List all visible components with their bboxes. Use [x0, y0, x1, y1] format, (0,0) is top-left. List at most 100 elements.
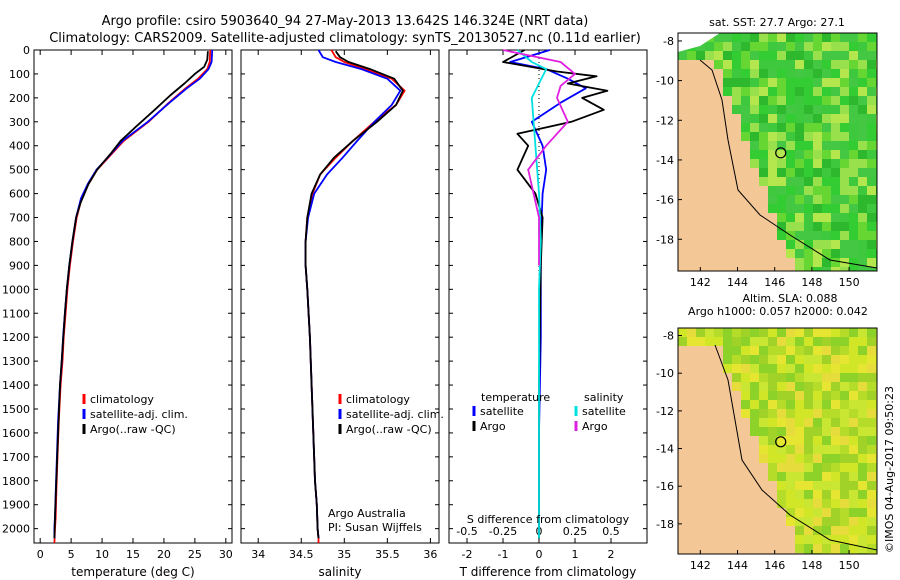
field-cell — [822, 159, 831, 168]
field-cell — [777, 436, 786, 445]
field-cell — [867, 267, 876, 271]
field-cell — [786, 355, 795, 364]
field-cell — [732, 105, 741, 114]
field-cell — [867, 186, 876, 195]
field-cell — [804, 96, 813, 105]
field-cell — [768, 418, 777, 427]
field-cell — [768, 337, 777, 346]
field-cell — [678, 337, 687, 346]
field-cell — [858, 69, 867, 78]
field-cell — [759, 150, 768, 159]
field-cell — [678, 51, 687, 60]
field-cell — [723, 346, 732, 355]
field-cell — [759, 33, 768, 42]
field-cell — [813, 499, 822, 508]
field-cell — [759, 445, 768, 454]
field-cell — [786, 51, 795, 60]
field-cell — [786, 472, 795, 481]
field-cell — [777, 222, 786, 231]
field-cell — [723, 364, 732, 373]
field-cell — [786, 499, 795, 508]
field-cell — [831, 463, 840, 472]
field-cell — [786, 346, 795, 355]
field-cell — [768, 51, 777, 60]
sla-map-frame — [677, 327, 878, 555]
field-cell — [858, 454, 867, 463]
field-cell — [795, 141, 804, 150]
field-cell — [732, 337, 741, 346]
field-cell — [804, 195, 813, 204]
field-cell — [741, 391, 750, 400]
field-cell — [867, 391, 876, 400]
field-cell — [786, 114, 795, 123]
field-cell — [732, 42, 741, 51]
field-cell — [867, 240, 876, 249]
field-cell — [858, 267, 867, 271]
field-cell — [813, 517, 822, 526]
field-cell — [840, 150, 849, 159]
field-cell — [750, 96, 759, 105]
temperature-xtick-label: 20 — [157, 548, 171, 561]
difference-xtick-label: -2 — [462, 548, 473, 561]
field-cell — [867, 249, 876, 258]
field-cell — [849, 231, 858, 240]
temperature-panel: 0 5 10 15 20 25 300100200300400500600700800900… — [2, 44, 233, 579]
depth-tick-label: 1500 — [2, 403, 30, 416]
field-cell — [750, 409, 759, 418]
field-cell — [786, 391, 795, 400]
field-cell — [804, 51, 813, 60]
field-cell — [804, 499, 813, 508]
field-cell — [777, 60, 786, 69]
field-cell — [867, 213, 876, 222]
field-cell — [795, 222, 804, 231]
field-cell — [849, 240, 858, 249]
field-cell — [750, 123, 759, 132]
legend-head-temperature: temperature — [481, 391, 550, 404]
field-cell — [858, 508, 867, 517]
field-cell — [831, 114, 840, 123]
field-cell — [840, 346, 849, 355]
field-cell — [840, 204, 849, 213]
field-cell — [840, 472, 849, 481]
field-cell — [849, 159, 858, 168]
field-cell — [777, 33, 786, 42]
field-cell — [867, 472, 876, 481]
temperature-xlabel: temperature (deg C) — [71, 565, 194, 579]
field-cell — [777, 391, 786, 400]
field-cell — [804, 481, 813, 490]
field-cell — [840, 60, 849, 69]
isobath-line — [714, 344, 877, 551]
field-cell — [831, 535, 840, 544]
field-cell — [804, 400, 813, 409]
field-cell — [750, 337, 759, 346]
field-cell — [831, 364, 840, 373]
field-cell — [822, 105, 831, 114]
temperature-xtick-label: 30 — [219, 548, 233, 561]
field-cell — [795, 490, 804, 499]
field-cell — [849, 177, 858, 186]
map-lon-label: 144 — [727, 276, 748, 289]
salinity-xtick-label: 34.5 — [289, 548, 314, 561]
field-cell — [732, 328, 741, 337]
field-cell — [840, 490, 849, 499]
field-cell — [813, 427, 822, 436]
field-cell — [768, 96, 777, 105]
field-cell — [804, 328, 813, 337]
field-cell — [813, 195, 822, 204]
field-cell — [867, 535, 876, 544]
field-cell — [840, 454, 849, 463]
map-lat-label: -18 — [656, 233, 674, 246]
field-cell — [840, 78, 849, 87]
sst-field — [678, 33, 877, 271]
field-cell — [795, 535, 804, 544]
field-cell — [813, 454, 822, 463]
field-cell — [822, 445, 831, 454]
field-cell — [822, 51, 831, 60]
field-cell — [777, 51, 786, 60]
field-cell — [795, 472, 804, 481]
field-cell — [741, 123, 750, 132]
legend-label-climatology: climatology — [90, 393, 154, 406]
difference-xlabel: T difference from climatology — [459, 565, 637, 579]
field-cell — [867, 328, 876, 337]
field-cell — [822, 427, 831, 436]
